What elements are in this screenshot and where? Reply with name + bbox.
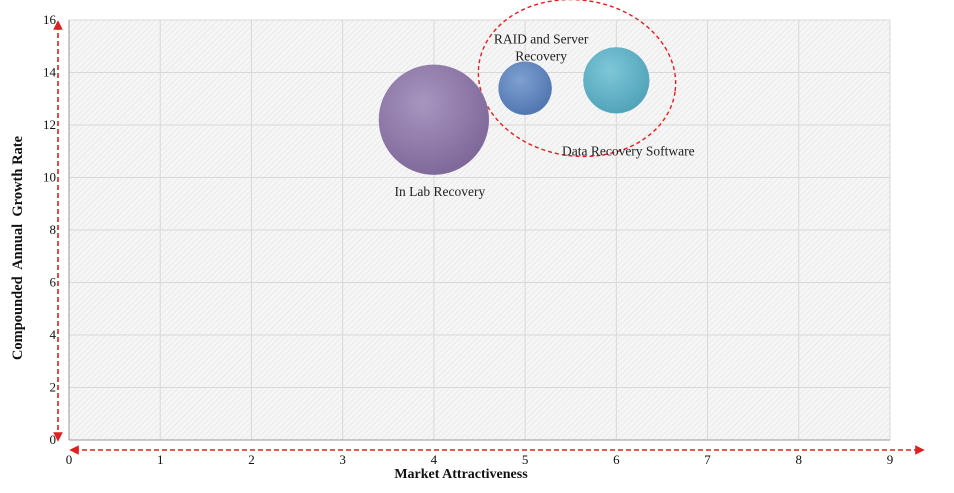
- highlight-ellipse: [477, 0, 677, 158]
- y-tick-label: 2: [50, 380, 57, 395]
- bubble-label: RAID and Server Recovery: [494, 31, 589, 63]
- x-tick-label: 4: [431, 452, 438, 467]
- axes: [53, 20, 925, 455]
- y-tick-label: 4: [50, 327, 57, 342]
- x-tick-label: 7: [704, 452, 711, 467]
- x-tick-label: 1: [157, 452, 164, 467]
- bubble-labels: In Lab Recovery RAID and Server Recovery Da…: [395, 31, 695, 199]
- y-tick-label: 0: [50, 432, 57, 447]
- bubble-label: In Lab Recovery: [395, 184, 486, 199]
- bubble-data-recovery-software: [583, 47, 650, 114]
- x-tick-label: 5: [522, 452, 529, 467]
- x-tick-label: 6: [613, 452, 620, 467]
- x-axis-title: Market Attractiveness: [394, 467, 528, 482]
- y-tick-label: 14: [43, 65, 57, 80]
- y-tick-label: 16: [43, 12, 57, 27]
- x-tick-label: 8: [796, 452, 803, 467]
- bubble-label: Data Recovery Software: [562, 143, 695, 158]
- bubble-in-lab-recovery: [378, 64, 490, 175]
- x-tick-label: 3: [339, 452, 346, 467]
- y-tick-label: 8: [50, 222, 57, 237]
- bubbles: [378, 47, 650, 175]
- y-tick-label: 12: [43, 117, 56, 132]
- x-tick-label: 0: [66, 452, 73, 467]
- y-tick-label: 10: [43, 170, 56, 185]
- x-tick-label: 9: [887, 452, 894, 467]
- x-tick-label: 2: [248, 452, 255, 467]
- highlight-ellipse-shape: [477, 0, 677, 158]
- y-axis-title: Compounded Annual Growth Rate: [10, 135, 26, 360]
- y-tick-label: 6: [50, 275, 57, 290]
- bubble-raid-and-server-recovery: [498, 61, 552, 116]
